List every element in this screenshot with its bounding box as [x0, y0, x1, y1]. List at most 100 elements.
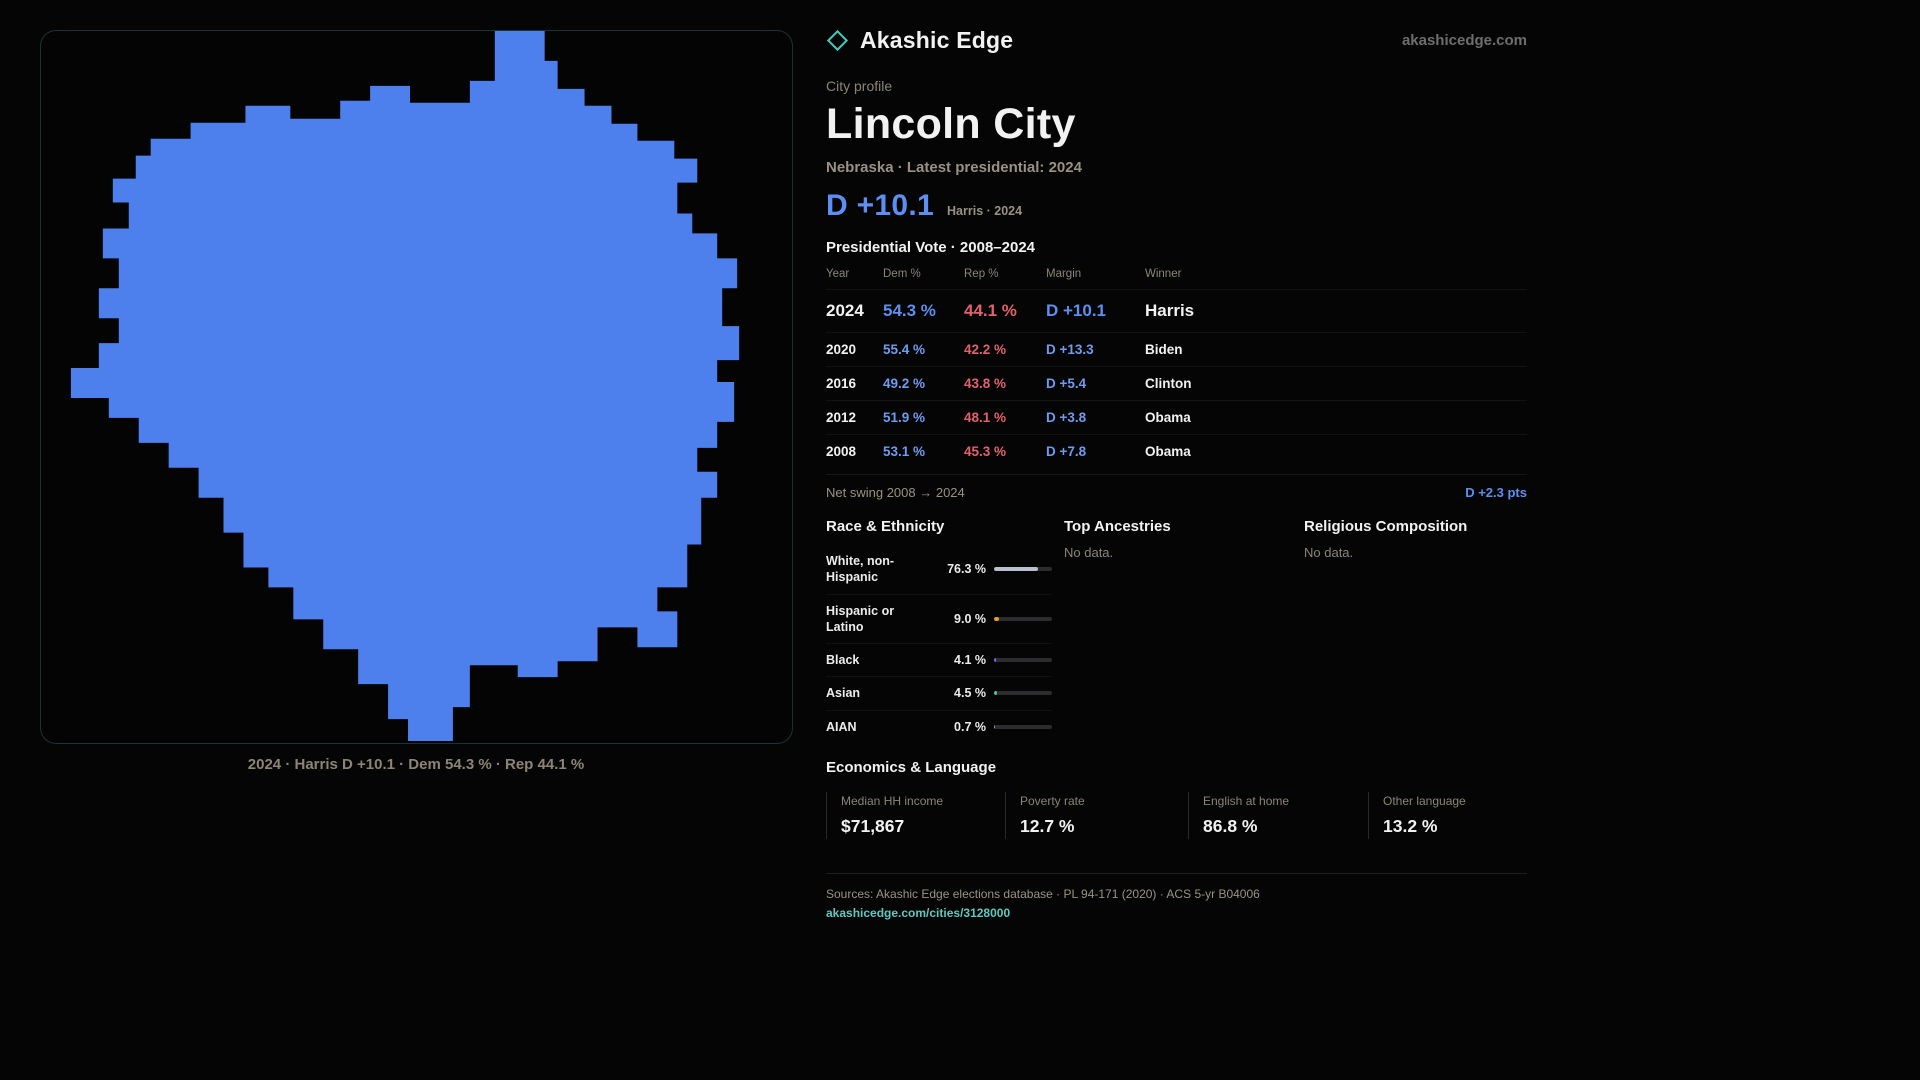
stat-value: 13.2 % [1383, 815, 1438, 836]
sources-line: Sources: Akashic Edge elections database… [826, 886, 1260, 901]
vote-winner: Obama [1145, 444, 1191, 459]
religion-title: Religious Composition [1304, 518, 1468, 535]
economics-title: Economics & Language [826, 758, 997, 776]
footer: Sources: Akashic Edge elections database… [826, 872, 1527, 922]
kicker: City profile [826, 78, 893, 94]
vote-winner: Biden [1145, 342, 1183, 357]
vote-year: 2008 [826, 444, 857, 459]
vote-row-2020: 2020 55.4 % 42.2 % D +13.3 Biden [826, 332, 1527, 366]
map-caption: 2024 · Harris D +10.1 · Dem 54.3 % · Rep… [247, 756, 585, 773]
race-value: 4.1 % [954, 653, 986, 668]
diamond-logo-icon [826, 29, 849, 52]
vote-margin: D +10.1 [1046, 301, 1107, 320]
col-rep: Rep % [964, 268, 999, 280]
religion-column: Religious Composition No data. [1304, 518, 1527, 743]
net-swing-row: Net swing 2008 → 2024 D +2.3 pts [826, 474, 1527, 512]
demographics-section: Race & Ethnicity White, non-Hispanic 76.… [826, 518, 1527, 743]
race-ethnicity-column: Race & Ethnicity White, non-Hispanic 76.… [826, 518, 1064, 743]
stat-label: Poverty rate [1020, 793, 1085, 808]
subtitle: Nebraska · Latest presidential: 2024 [826, 159, 1082, 176]
vote-year: 2016 [826, 376, 857, 391]
race-row: Asian 4.5 % [826, 676, 1052, 709]
race-bar-fill [994, 691, 997, 696]
col-margin: Margin [1046, 268, 1082, 280]
headline-margin-row: D +10.1 Harris · 2024 [826, 189, 1527, 223]
race-label: Black [826, 653, 860, 667]
religion-empty: No data. [1304, 545, 1354, 560]
race-row: White, non-Hispanic 76.3 % [826, 545, 1052, 594]
vote-winner: Clinton [1145, 376, 1192, 391]
brand-name: Akashic Edge [860, 27, 1014, 53]
race-bar-fill [994, 616, 1000, 621]
profile-panel: Akashic Edge akashicedge.com City profil… [826, 0, 1527, 922]
city-boundary-svg [70, 31, 740, 742]
race-value: 9.0 % [954, 611, 986, 626]
vote-year: 2012 [826, 410, 857, 425]
stat-other-language: Other language 13.2 % [1368, 791, 1527, 839]
headline-note: Harris · 2024 [947, 204, 1023, 218]
race-bar [994, 691, 1052, 696]
race-title: Race & Ethnicity [826, 518, 945, 535]
vote-dem: 55.4 % [883, 342, 926, 357]
city-boundary-map [40, 30, 793, 744]
race-label: Hispanic or Latino [826, 603, 895, 634]
vote-rep: 44.1 % [964, 301, 1017, 320]
vote-margin: D +3.8 [1046, 410, 1087, 425]
race-label: Asian [826, 686, 861, 701]
vote-row-2024: 2024 54.3 % 44.1 % D +10.1 Harris [826, 289, 1527, 332]
stat-english-at-home: English at home 86.8 % [1188, 791, 1368, 839]
vote-year: 2024 [826, 301, 864, 320]
ancestries-column: Top Ancestries No data. [1064, 518, 1304, 743]
race-bar [994, 724, 1052, 729]
vote-dem: 54.3 % [883, 301, 936, 320]
race-bar [994, 658, 1052, 663]
ancestries-empty: No data. [1064, 545, 1114, 560]
stat-label: English at home [1203, 793, 1290, 808]
permalink-link[interactable]: akashicedge.com/cities/3128000 [826, 905, 1011, 920]
race-bar-fill [994, 658, 997, 663]
vote-rep: 45.3 % [964, 444, 1007, 459]
col-year: Year [826, 268, 850, 280]
vote-dem: 51.9 % [883, 410, 926, 425]
vote-dem: 53.1 % [883, 444, 926, 459]
page-title: Lincoln City [826, 100, 1076, 148]
vote-dem: 49.2 % [883, 376, 926, 391]
vote-table: Year Dem % Rep % Margin Winner 2024 54.3… [826, 268, 1527, 468]
ancestries-title: Top Ancestries [1064, 518, 1171, 535]
vote-row-2016: 2016 49.2 % 43.8 % D +5.4 Clinton [826, 366, 1527, 400]
race-bar [994, 616, 1052, 621]
race-value: 4.5 % [954, 686, 986, 701]
race-bar [994, 567, 1052, 572]
vote-margin: D +5.4 [1046, 376, 1087, 391]
stat-median-hh-income: Median HH income $71,867 [826, 791, 1005, 839]
header: Akashic Edge akashicedge.com [826, 27, 1527, 54]
vote-rep: 43.8 % [964, 376, 1007, 391]
economics-stats: Median HH income $71,867 Poverty rate 12… [826, 791, 1527, 839]
race-bar-fill [994, 567, 1039, 572]
vote-table-header: Year Dem % Rep % Margin Winner [826, 268, 1527, 289]
brand-domain-link[interactable]: akashicedge.com [1401, 32, 1527, 49]
vote-table-title: Presidential Vote · 2008–2024 [826, 239, 1036, 256]
stat-value: $71,867 [841, 815, 905, 836]
city-boundary-shape [70, 31, 740, 742]
stat-poverty-rate: Poverty rate 12.7 % [1005, 791, 1188, 839]
stat-label: Median HH income [841, 793, 944, 808]
col-dem: Dem % [883, 268, 921, 280]
vote-row-2008: 2008 53.1 % 45.3 % D +7.8 Obama [826, 434, 1527, 468]
race-value: 76.3 % [947, 562, 986, 577]
race-row: Black 4.1 % [826, 643, 1052, 676]
vote-year: 2020 [826, 342, 857, 357]
net-swing-value: D +2.3 pts [1465, 485, 1527, 500]
vote-rep: 48.1 % [964, 410, 1007, 425]
vote-margin: D +13.3 [1046, 342, 1094, 357]
vote-margin: D +7.8 [1046, 444, 1087, 459]
vote-winner: Harris [1145, 301, 1195, 320]
vote-rep: 42.2 % [964, 342, 1007, 357]
race-value: 0.7 % [954, 719, 986, 734]
race-row: Hispanic or Latino 9.0 % [826, 593, 1052, 644]
vote-winner: Obama [1145, 410, 1191, 425]
race-label: White, non-Hispanic [826, 554, 895, 585]
vote-row-2012: 2012 51.9 % 48.1 % D +3.8 Obama [826, 400, 1527, 434]
stat-value: 12.7 % [1020, 815, 1075, 836]
